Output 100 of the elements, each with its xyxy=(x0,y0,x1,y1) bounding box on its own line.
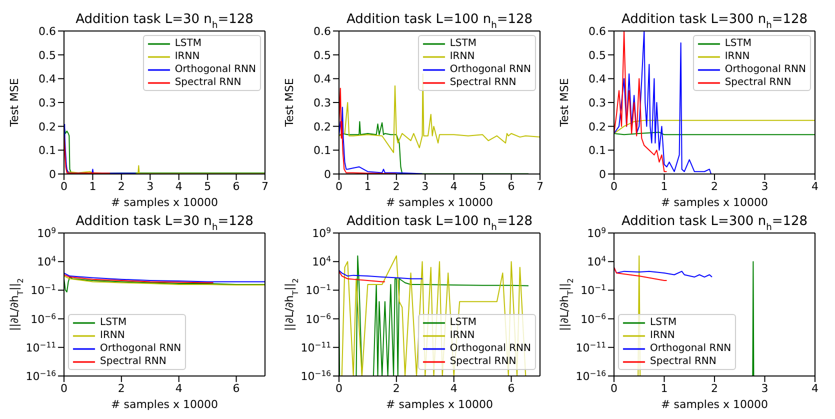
y-tick-label: 10$^{9}$ xyxy=(37,226,56,240)
legend-label: Spectral RNN xyxy=(724,76,792,89)
y-tick-label: 10$^{4}$ xyxy=(312,254,332,269)
x-axis-title: # samples x 10000 xyxy=(111,398,218,411)
legend-label: Orthogonal RNN xyxy=(650,342,732,355)
x-tick-label: 4 xyxy=(812,382,818,395)
line-series xyxy=(614,120,815,134)
line-series xyxy=(64,274,214,284)
x-tick-label: 2 xyxy=(711,180,718,193)
x-tick-label: 3 xyxy=(146,180,154,193)
y-tick-label: 0.5 xyxy=(38,48,56,62)
legend-label: IRNN xyxy=(450,50,475,63)
y-tick-label: 0.2 xyxy=(38,120,56,134)
y-axis-title: Test MSE xyxy=(283,78,296,128)
x-tick-label: 1 xyxy=(660,180,668,193)
legend-label: LSTM xyxy=(450,37,476,50)
x-tick-label: 0 xyxy=(610,180,618,193)
y-tick-label: 10$^{−16}$ xyxy=(300,368,332,383)
legend-label: Orthogonal RNN xyxy=(450,63,531,76)
x-tick-label: 0 xyxy=(610,382,618,395)
y-tick-label: 10$^{−1}$ xyxy=(580,282,606,298)
x-tick-label: 2 xyxy=(392,180,400,193)
x-tick-label: 0 xyxy=(60,382,68,395)
line-series xyxy=(339,270,423,280)
y-tick-label: 0.3 xyxy=(314,96,331,110)
y-tick-label: 0.3 xyxy=(588,96,606,110)
x-tick-label: 6 xyxy=(508,382,515,395)
x-tick-label: 1 xyxy=(364,180,372,193)
x-tick-label: 2 xyxy=(392,382,400,395)
line-series xyxy=(64,272,265,282)
legend-label: Orthogonal RNN xyxy=(450,342,531,355)
legend-label: Spectral RNN xyxy=(450,76,516,89)
x-tick-label: 6 xyxy=(232,382,240,395)
y-tick-label: 10$^{−16}$ xyxy=(576,368,606,383)
x-tick-label: 0 xyxy=(336,180,342,193)
line-series xyxy=(64,276,265,286)
x-tick-label: 4 xyxy=(450,382,458,395)
x-tick-label: 4 xyxy=(175,382,182,395)
legend-label: LSTM xyxy=(650,316,677,329)
legend-label: IRNN xyxy=(724,50,750,63)
chart-title: Addition task L=100 n$_{h}$=128 xyxy=(346,214,533,233)
legend-label: Orthogonal RNN xyxy=(174,63,256,76)
x-tick-label: 7 xyxy=(536,180,544,193)
chart-title: Addition task L=30 n$_{h}$=128 xyxy=(76,214,254,233)
y-tick-label: 0.5 xyxy=(314,48,331,62)
y-tick-label: 10$^{9}$ xyxy=(587,226,606,240)
x-tick-label: 0 xyxy=(60,180,68,193)
x-tick-label: 1 xyxy=(89,180,96,193)
x-tick-label: 4 xyxy=(175,180,182,193)
y-tick-label: 10$^{−6}$ xyxy=(306,311,332,326)
y-tick-label: 0.2 xyxy=(588,120,606,134)
y-axis-title: Test MSE xyxy=(558,78,571,128)
x-tick-label: 6 xyxy=(508,180,515,193)
legend-label: Spectral RNN xyxy=(650,355,716,368)
y-tick-label: 0 xyxy=(324,168,331,181)
y-tick-label: 0.6 xyxy=(314,25,331,38)
y-tick-label: 10$^{−6}$ xyxy=(580,311,606,326)
x-tick-label: 2 xyxy=(118,382,125,395)
y-tick-label: 0.4 xyxy=(38,72,56,86)
y-tick-label: 0.1 xyxy=(38,144,56,158)
chart-title: Addition task L=300 n$_{h}$=128 xyxy=(621,214,808,233)
legend-label: Orthogonal RNN xyxy=(724,63,806,76)
y-tick-label: 0.4 xyxy=(314,72,331,86)
x-tick-label: 4 xyxy=(450,180,458,193)
chart-title: Addition task L=300 n$_{h}$=128 xyxy=(621,12,808,31)
x-tick-label: 3 xyxy=(422,180,429,193)
legend-label: IRNN xyxy=(650,329,675,342)
x-tick-label: 6 xyxy=(232,180,240,193)
y-tick-label: 0 xyxy=(599,168,606,181)
y-tick-label: 0.6 xyxy=(38,25,56,38)
legend-label: LSTM xyxy=(100,316,127,329)
x-tick-label: 7 xyxy=(262,180,268,193)
y-tick-label: 10$^{−1}$ xyxy=(30,282,56,298)
legend-label: IRNN xyxy=(450,329,475,342)
y-tick-label: 0.6 xyxy=(588,25,606,38)
x-tick-label: 2 xyxy=(118,180,125,193)
legend-label: LSTM xyxy=(450,316,476,329)
legend-label: Orthogonal RNN xyxy=(100,342,182,355)
line-series xyxy=(614,266,668,281)
y-tick-label: 10$^{−11}$ xyxy=(300,340,332,354)
y-axis-title: Test MSE xyxy=(8,78,21,128)
x-axis-title: # samples x 10000 xyxy=(111,196,218,209)
chart-title: Addition task L=30 n$_{h}$=128 xyxy=(76,12,254,31)
chart-title: Addition task L=100 n$_{h}$=128 xyxy=(346,12,533,31)
line-series xyxy=(339,106,423,174)
y-tick-label: 0.3 xyxy=(38,96,56,110)
y-tick-label: 0.4 xyxy=(588,72,606,86)
legend-label: IRNN xyxy=(100,329,125,342)
x-axis-title: # samples x 10000 xyxy=(661,398,768,411)
x-axis-title: # samples x 10000 xyxy=(386,196,493,209)
x-tick-label: 5 xyxy=(204,180,212,193)
y-tick-label: 10$^{4}$ xyxy=(37,254,56,269)
x-axis-title: # samples x 10000 xyxy=(661,196,768,209)
y-tick-label: 10$^{−1}$ xyxy=(306,282,332,298)
legend-label: Spectral RNN xyxy=(100,355,166,368)
y-tick-label: 10$^{−11}$ xyxy=(26,340,56,354)
legend-label: Spectral RNN xyxy=(450,355,516,368)
y-tick-label: 0 xyxy=(49,168,56,181)
y-tick-label: 10$^{−11}$ xyxy=(576,340,606,354)
x-tick-label: 2 xyxy=(711,382,718,395)
